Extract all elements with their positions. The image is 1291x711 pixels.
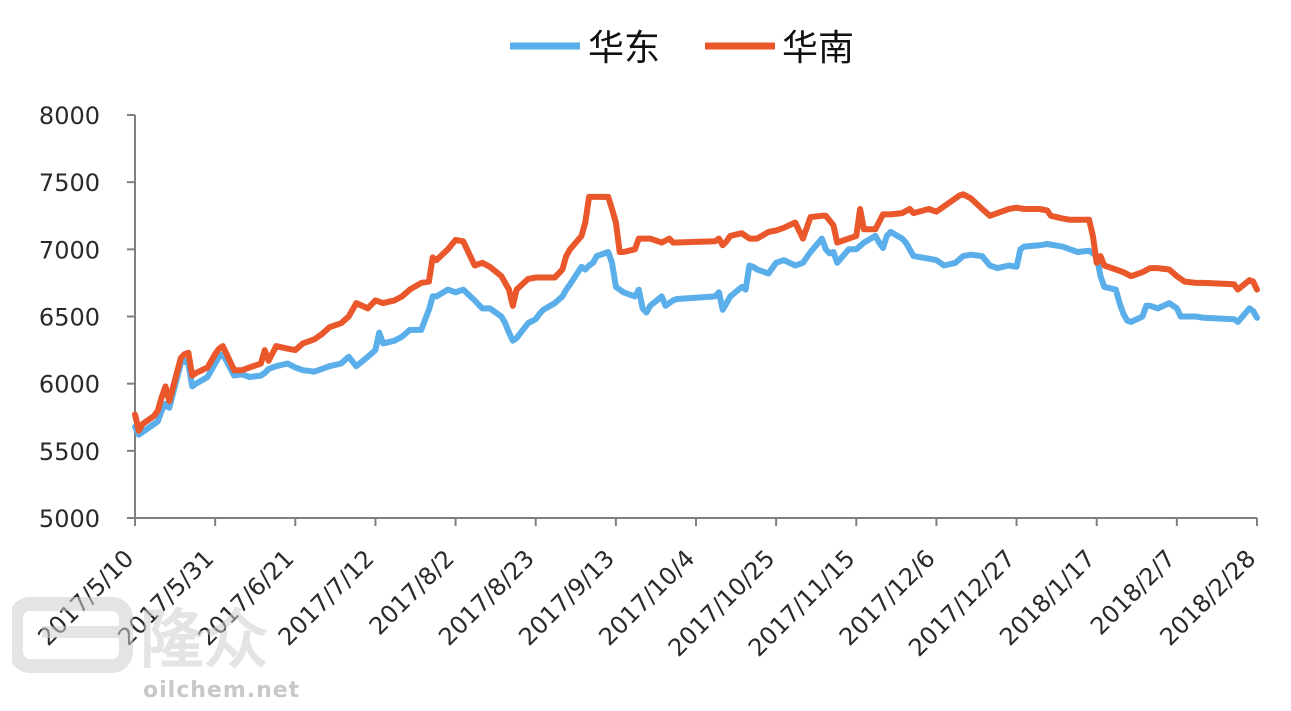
y-tick-label: 6500	[39, 304, 100, 332]
oilchem-logo-icon: 隆众	[9, 597, 268, 678]
legend: 华东 华南	[510, 28, 854, 69]
y-tick-label: 7000	[39, 236, 100, 264]
legend-label-south: 华南	[782, 28, 854, 69]
y-tick-label: 5500	[39, 438, 100, 466]
axes	[134, 115, 1257, 519]
legend-label-east: 华东	[588, 28, 660, 69]
y-axis-ticks: 5000 5500 6000 6500 7000 7500 8000	[39, 102, 135, 533]
series-lines	[132, 191, 1260, 438]
series-line-south	[132, 191, 1260, 434]
watermark-logo-text: 隆众	[140, 604, 268, 676]
series-line-east	[132, 228, 1260, 438]
watermark-domain: oilchem.net	[143, 678, 301, 703]
y-tick-label: 6000	[39, 371, 100, 399]
y-tick-label: 8000	[39, 102, 100, 130]
watermark-logo: 隆众	[9, 596, 352, 680]
y-tick-label: 7500	[39, 169, 100, 197]
y-tick-label: 5000	[39, 505, 100, 533]
